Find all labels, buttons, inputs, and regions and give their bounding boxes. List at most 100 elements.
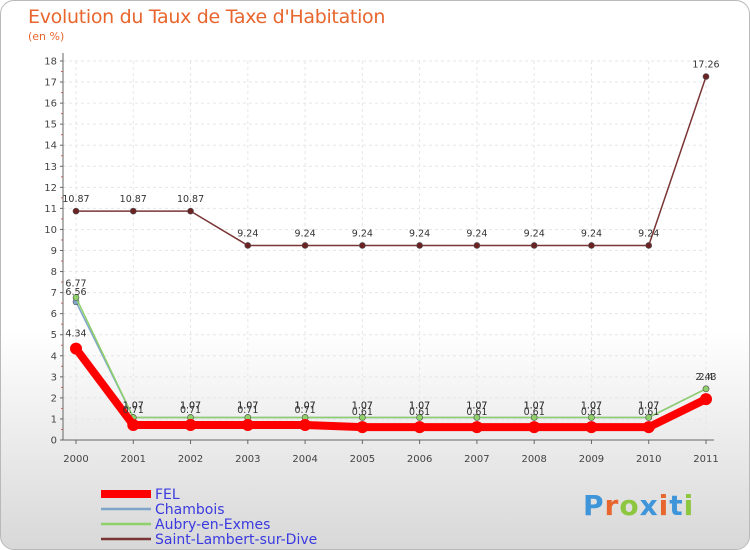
data-label: 9.24 xyxy=(638,228,659,239)
data-point xyxy=(645,242,653,249)
x-tick-label: 2005 xyxy=(350,454,375,465)
series-line-fel xyxy=(72,344,710,432)
data-point xyxy=(702,385,710,393)
series-line-aubry-en-exmes xyxy=(75,296,707,419)
y-tick-label: 4 xyxy=(51,351,57,362)
legend-label: Aubry-en-Exmes xyxy=(155,517,270,533)
data-point xyxy=(127,419,140,432)
data-label: 9.24 xyxy=(581,228,602,239)
x-tick-label: 2003 xyxy=(235,454,260,465)
data-point xyxy=(585,421,598,434)
series-line-saint-lambert-sur-dive xyxy=(75,75,707,247)
data-label: 9.24 xyxy=(352,228,373,239)
data-point xyxy=(72,207,80,215)
data-label: 0.61 xyxy=(524,407,545,418)
y-tick-label: 3 xyxy=(51,372,57,383)
data-label: 0.61 xyxy=(352,407,373,418)
data-label: 0.61 xyxy=(638,407,659,418)
data-label: 1.07 xyxy=(123,400,144,411)
x-tick-label: 2004 xyxy=(292,454,317,465)
data-label: 0.61 xyxy=(409,407,430,418)
data-label: 1.07 xyxy=(409,400,430,411)
data-label: 1.07 xyxy=(180,400,201,411)
data-point xyxy=(470,421,483,434)
data-label: 1.07 xyxy=(524,400,545,411)
data-label: 1.07 xyxy=(295,400,316,411)
data-label: 1.07 xyxy=(581,400,602,411)
data-point xyxy=(528,421,541,434)
y-tick-label: 16 xyxy=(44,99,57,110)
data-label: 6.77 xyxy=(65,278,86,289)
data-label: 0.71 xyxy=(295,405,316,416)
chart-title: Evolution du Taux de Taxe d'Habitation xyxy=(28,6,386,28)
data-point xyxy=(241,419,254,432)
y-tick-label: 7 xyxy=(51,288,57,299)
data-point xyxy=(72,294,80,301)
data-label: 6.56 xyxy=(65,287,86,298)
data-point xyxy=(301,242,309,249)
data-label: 9.24 xyxy=(524,228,545,239)
data-label: 9.24 xyxy=(409,228,430,239)
data-point xyxy=(588,414,595,421)
data-point xyxy=(588,242,595,249)
data-label: 1.07 xyxy=(237,400,258,411)
data-point xyxy=(700,393,712,406)
y-tick-label: 15 xyxy=(44,120,57,131)
y-tick-label: 18 xyxy=(44,57,57,68)
data-label: 10.87 xyxy=(177,194,204,205)
proxiti-logo: Proxiti xyxy=(583,489,694,522)
x-tick-label: 2009 xyxy=(579,454,604,465)
data-label: 10.87 xyxy=(62,194,89,205)
y-tick-label: 12 xyxy=(44,183,57,194)
y-tick-label: 13 xyxy=(44,162,57,173)
legend-label: FEL xyxy=(155,487,180,503)
y-tick-label: 17 xyxy=(44,78,57,89)
data-point xyxy=(359,242,366,249)
data-label: 1.07 xyxy=(237,400,258,411)
y-tick-label: 10 xyxy=(44,225,57,236)
data-point xyxy=(645,414,653,421)
data-point xyxy=(473,414,481,421)
data-label: 1.07 xyxy=(409,400,430,411)
data-label: 2.43 xyxy=(695,372,716,383)
data-label: 0.71 xyxy=(237,405,258,416)
data-label: 1.07 xyxy=(295,400,316,411)
logo-letter: i xyxy=(658,489,670,522)
data-label: 0.71 xyxy=(180,405,201,416)
x-tick-label: 2001 xyxy=(121,454,146,465)
data-point xyxy=(359,414,366,421)
data-point xyxy=(184,419,197,432)
logo-letter: i xyxy=(683,489,695,522)
x-tick-label: 2002 xyxy=(178,454,203,465)
data-point xyxy=(244,242,252,249)
data-point xyxy=(187,207,194,215)
data-point xyxy=(530,242,538,249)
data-label: 2.4 xyxy=(698,372,713,383)
logo-letter: o xyxy=(619,489,640,522)
series-layer xyxy=(70,73,712,434)
data-label: 0.61 xyxy=(581,407,602,418)
data-label: 17.26 xyxy=(692,60,719,71)
data-label: 1.07 xyxy=(352,400,373,411)
series-line-chambois xyxy=(75,301,707,419)
logo-letter: x xyxy=(639,489,659,522)
y-tick-label: 14 xyxy=(44,141,57,152)
data-label: 4.34 xyxy=(65,329,86,340)
data-point xyxy=(416,414,423,421)
data-point xyxy=(702,73,710,80)
data-point xyxy=(473,242,481,249)
data-label: 0.71 xyxy=(123,405,144,416)
data-label: 1.07 xyxy=(180,400,201,411)
x-tick-label: 2007 xyxy=(464,454,489,465)
data-label: 1.07 xyxy=(638,400,659,411)
y-tick-label: 0 xyxy=(51,436,57,447)
logo-letter: t xyxy=(669,489,684,522)
data-label: 9.24 xyxy=(295,228,316,239)
y-tick-label: 8 xyxy=(51,267,57,278)
data-label: 1.07 xyxy=(638,400,659,411)
chart-unit: (en %) xyxy=(28,30,65,43)
data-point xyxy=(70,342,82,355)
